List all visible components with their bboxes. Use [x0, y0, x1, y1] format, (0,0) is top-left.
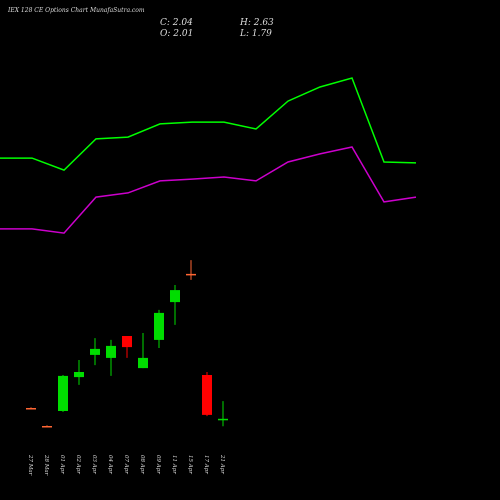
- candle-body: [154, 312, 164, 340]
- band-line: [0, 146, 417, 234]
- band-line: [0, 77, 417, 171]
- x-tick-label: 02 Apr: [75, 455, 81, 474]
- candle-body: [186, 273, 196, 276]
- x-tick-label: 21 Apr: [219, 454, 225, 474]
- candle-body: [58, 375, 68, 411]
- candle-body: [106, 345, 116, 358]
- x-tick-label: 09 Apr: [155, 455, 161, 474]
- x-tick-label: 03 Apr: [91, 455, 97, 474]
- x-tick-label: 27 Mar: [27, 454, 33, 476]
- x-tick-label: 28 Mar: [43, 454, 49, 476]
- x-tick-label: 07 Apr: [123, 455, 129, 474]
- chart-title: IEX 128 CE Options Chart MunafaSutra.com: [7, 7, 145, 14]
- header-open: O: 2.01: [160, 29, 193, 39]
- x-tick-label: 11 Apr: [171, 455, 177, 474]
- candle-body: [218, 418, 228, 421]
- x-tick-label: 08 Apr: [139, 455, 145, 474]
- candle-body: [202, 375, 212, 415]
- candle-body: [138, 357, 148, 369]
- x-tick-label: 17 Apr: [203, 455, 209, 474]
- header-close: C: 2.04: [160, 18, 193, 28]
- candle-body: [122, 336, 132, 348]
- candle-body: [90, 348, 100, 355]
- x-tick-label: 04 Apr: [107, 455, 113, 474]
- header-low: L: 1.79: [239, 29, 272, 39]
- candle-body: [26, 408, 36, 410]
- candle-body: [42, 426, 52, 428]
- x-tick-label: 15 Apr: [187, 455, 193, 474]
- header-high: H: 2.63: [239, 18, 274, 28]
- x-tick-label: 01 Apr: [59, 455, 65, 474]
- candle-body: [74, 372, 84, 378]
- candle-body: [170, 290, 180, 303]
